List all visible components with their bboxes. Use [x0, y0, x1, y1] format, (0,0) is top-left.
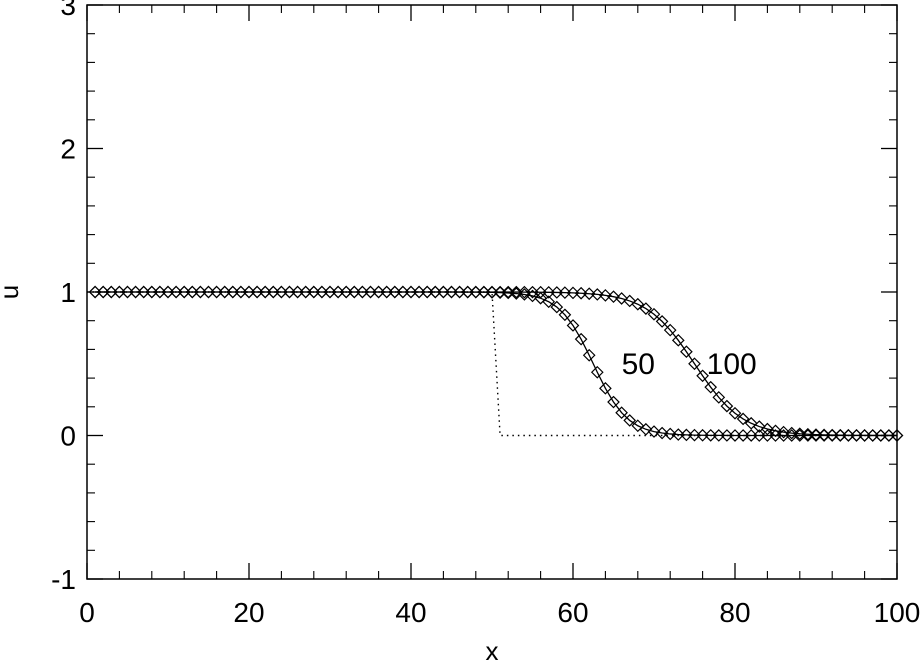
series-1-marker [615, 406, 628, 420]
series-2-marker [534, 285, 547, 299]
series-2-marker [728, 406, 742, 420]
series-2-marker [542, 285, 556, 299]
series-2-marker [639, 302, 653, 315]
ticks [86, 4, 898, 580]
series-2-marker [785, 426, 799, 440]
x-tick-label: 100 [874, 597, 921, 628]
y-tick-label: 3 [60, 0, 76, 21]
series-2-marker [615, 292, 628, 305]
series-2-marker [793, 427, 807, 441]
series-2-marker [655, 315, 669, 328]
series-2-marker [607, 290, 620, 304]
series-2-marker [704, 380, 718, 394]
series-2-marker [590, 288, 604, 301]
series-2-marker [663, 323, 677, 337]
series-1-marker [558, 308, 572, 322]
series-1-marker [647, 425, 661, 438]
curve-label: 100 [707, 348, 757, 381]
series-2-marker [688, 357, 701, 371]
annotations: 50 100 [622, 348, 757, 381]
y-tick-label: -1 [51, 564, 76, 595]
series-2-marker [769, 424, 782, 438]
series-1-marker [631, 419, 645, 433]
series-2-marker [712, 391, 726, 404]
series-1-line [95, 291, 897, 437]
series-2-marker [550, 286, 564, 299]
series-2-line [95, 291, 898, 437]
series-1-marker [688, 428, 701, 442]
series-1-marker [680, 428, 693, 442]
series-1-marker [534, 291, 547, 305]
series-2-marker [566, 286, 580, 300]
series-1-marker [599, 381, 612, 395]
series-1-marker [655, 426, 669, 440]
series-2-marker [720, 399, 734, 413]
series-0-line [87, 291, 897, 437]
series-1-marker [590, 365, 604, 379]
series-1-marker [639, 422, 653, 436]
series-2-marker [736, 412, 750, 426]
series-2-marker [809, 428, 823, 441]
series-1-marker [542, 295, 556, 309]
series-2-marker [890, 429, 904, 442]
series-1-marker [623, 414, 637, 427]
series-1-marker [550, 300, 564, 314]
series-1-marker [566, 319, 580, 332]
series-2-marker [761, 422, 774, 436]
series-2-marker [801, 427, 815, 441]
x-tick-label: 0 [79, 597, 95, 628]
series-2-marker [623, 294, 637, 308]
series-2-marker [599, 289, 612, 302]
series-2-marker [752, 420, 766, 433]
series-2-marker [777, 425, 790, 439]
series-2-marker [574, 286, 588, 300]
series-2-marker [744, 416, 758, 430]
x-tick-label: 60 [557, 597, 588, 628]
series-1-marker [607, 395, 620, 409]
series-2-marker [582, 287, 596, 301]
series-1-marker [696, 428, 709, 442]
y-tick-label: 2 [60, 134, 76, 165]
series-2-marker [825, 428, 839, 442]
series-1-marker [663, 427, 677, 441]
series-layer [87, 285, 904, 442]
x-tick-label: 20 [233, 597, 264, 628]
y-tick-label: 0 [60, 421, 76, 452]
y-axis-label: u [0, 285, 24, 299]
series-2-marker [647, 307, 661, 321]
series-1-marker [671, 428, 685, 441]
series-2-marker [671, 333, 685, 347]
series-2-marker [558, 286, 572, 299]
x-tick-label: 40 [395, 597, 426, 628]
series-2-marker [631, 297, 645, 311]
curve-label: 50 [622, 348, 655, 381]
series-2-marker [680, 345, 693, 359]
series-2-marker [817, 428, 831, 442]
x-tick-label: 80 [719, 597, 750, 628]
y-tick-label: 1 [60, 277, 76, 308]
series-1-marker [574, 332, 588, 346]
series-2-marker [696, 369, 709, 383]
series-2-marker [833, 428, 847, 442]
x-axis-label: x [486, 636, 499, 662]
series-1-marker [582, 348, 596, 362]
